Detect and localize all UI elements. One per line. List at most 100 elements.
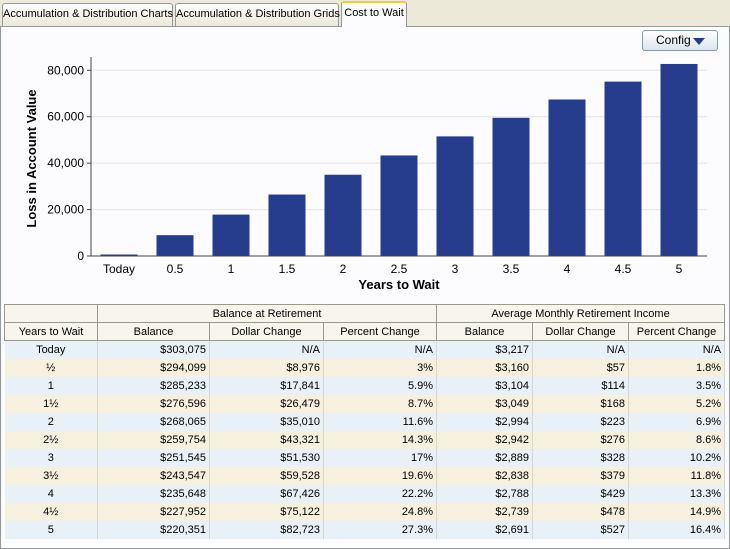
table-row[interactable]: 3½ $243,547 $59,528 19.6% $2,838 $379 11.8% xyxy=(4,466,726,485)
y-tick-label: 80,000 xyxy=(47,63,84,77)
table-cell: 2 xyxy=(4,412,98,431)
tab-cost-to-wait[interactable]: Cost to Wait xyxy=(341,1,407,27)
table-cell: $276 xyxy=(532,430,630,449)
table-cell: $276,596 xyxy=(97,394,210,413)
table-cell: $2,838 xyxy=(436,466,534,485)
table-row[interactable]: 1 $285,233 $17,841 5.9% $3,104 $114 3.5% xyxy=(4,376,726,395)
table-cell: 11.8% xyxy=(628,466,726,485)
table-cell: $285,233 xyxy=(97,376,210,395)
table-body: Today $303,075 N/A N/A $3,217 N/A N/A ½ $294,099… xyxy=(4,340,726,539)
bar xyxy=(212,214,250,256)
table-row[interactable]: 4½ $227,952 $75,122 24.8% $2,739 $478 14.9% xyxy=(4,502,726,521)
table-row[interactable]: 4 $235,648 $67,426 22.2% $2,788 $429 13.3% xyxy=(4,484,726,503)
cost-to-wait-chart: 0 20,000 40,000 60,000 80,000 Today 0.5 1 1.5 2 2.… xyxy=(24,57,707,292)
table-cell: 1.8% xyxy=(628,358,726,377)
table-cell: 22.2% xyxy=(323,484,438,503)
table-cell: 3.5% xyxy=(628,376,726,395)
column-header[interactable]: Percent Change xyxy=(322,322,438,341)
table-cell: N/A xyxy=(323,340,438,359)
bar xyxy=(604,81,642,256)
group-header-monthly-income: Average Monthly Retirement Income xyxy=(436,304,726,323)
group-header-blank xyxy=(4,304,98,323)
table-row[interactable]: Today $303,075 N/A N/A $3,217 N/A N/A xyxy=(4,340,726,359)
table-cell: 16.4% xyxy=(628,520,726,539)
column-header[interactable]: Dollar Change xyxy=(209,322,324,341)
table-cell: $26,479 xyxy=(209,394,324,413)
x-tick-label: 1.5 xyxy=(279,262,296,276)
table-cell: $227,952 xyxy=(97,502,210,521)
table-cell: N/A xyxy=(532,340,630,359)
table-cell: 24.8% xyxy=(323,502,438,521)
table-cell: 14.9% xyxy=(628,502,726,521)
table-cell: $8,976 xyxy=(209,358,324,377)
column-header[interactable]: Balance xyxy=(436,322,534,341)
table-cell: 13.3% xyxy=(628,484,726,503)
bar xyxy=(100,254,138,256)
chevron-down-icon xyxy=(693,38,705,45)
table-cell: $2,788 xyxy=(436,484,534,503)
table-cell: 3 xyxy=(4,448,98,467)
table-cell: $223 xyxy=(532,412,630,431)
x-axis-title: Years to Wait xyxy=(358,277,440,292)
table-cell: N/A xyxy=(209,340,324,359)
y-axis-title: Loss in Account Value xyxy=(24,89,39,227)
table-cell: 19.6% xyxy=(323,466,438,485)
column-header[interactable]: Percent Change xyxy=(628,322,726,341)
column-header[interactable]: Balance xyxy=(97,322,210,341)
x-tick-label: 4.5 xyxy=(615,262,632,276)
table-cell: $51,530 xyxy=(209,448,324,467)
group-header-balance-at-retirement: Balance at Retirement xyxy=(96,304,438,323)
table-cell: 4 xyxy=(4,484,98,503)
table-cell: $303,075 xyxy=(97,340,210,359)
table-cell: $75,122 xyxy=(209,502,324,521)
cost-to-wait-panel: 0 20,000 40,000 60,000 80,000 Today 0.5 1 1.5 2 2.… xyxy=(0,26,730,549)
table-cell: ½ xyxy=(4,358,98,377)
table-cell: $2,889 xyxy=(436,448,534,467)
x-tick-label: 3 xyxy=(452,262,459,276)
x-tick-label: 4 xyxy=(564,262,571,276)
table-row[interactable]: 2 $268,065 $35,010 11.6% $2,994 $223 6.9% xyxy=(4,412,726,431)
tab-bar: Accumulation & Distribution Charts Accum… xyxy=(0,0,730,27)
bar xyxy=(324,174,362,256)
y-tick-label: 20,000 xyxy=(47,203,84,217)
table-cell: 14.3% xyxy=(323,430,438,449)
config-button[interactable]: Config xyxy=(642,30,718,51)
table-cell: $294,099 xyxy=(97,358,210,377)
table-cell: $59,528 xyxy=(209,466,324,485)
table-cell: 2½ xyxy=(4,430,98,449)
table-row[interactable]: 5 $220,351 $82,723 27.3% $2,691 $527 16.4% xyxy=(4,520,726,539)
table-row[interactable]: 2½ $259,754 $43,321 14.3% $2,942 $276 8.6% xyxy=(4,430,726,449)
column-header[interactable]: Dollar Change xyxy=(532,322,630,341)
table-cell: $259,754 xyxy=(97,430,210,449)
table-cell: $379 xyxy=(532,466,630,485)
column-header[interactable]: Years to Wait xyxy=(4,322,98,341)
table-row[interactable]: 1½ $276,596 $26,479 8.7% $3,049 $168 5.2% xyxy=(4,394,726,413)
x-tick-label: 2.5 xyxy=(391,262,408,276)
x-tick-label: Today xyxy=(103,262,135,276)
table-row[interactable]: ½ $294,099 $8,976 3% $3,160 $57 1.8% xyxy=(4,358,726,377)
tab-accumulation-distribution-charts[interactable]: Accumulation & Distribution Charts xyxy=(2,3,173,26)
table-cell: $527 xyxy=(532,520,630,539)
table-cell: $35,010 xyxy=(209,412,324,431)
bar xyxy=(660,63,698,257)
table-cell: 5 xyxy=(4,520,98,539)
bar xyxy=(492,117,530,256)
bar xyxy=(268,194,306,256)
config-label: Config xyxy=(656,33,691,47)
table-cell: 1½ xyxy=(4,394,98,413)
table-cell: $328 xyxy=(532,448,630,467)
table-row[interactable]: 3 $251,545 $51,530 17% $2,889 $328 10.2% xyxy=(4,448,726,467)
bar xyxy=(436,136,474,256)
table-cell: 1 xyxy=(4,376,98,395)
y-tick-label: 60,000 xyxy=(47,110,84,124)
table-cell: N/A xyxy=(628,340,726,359)
tab-accumulation-distribution-grids[interactable]: Accumulation & Distribution Grids xyxy=(175,3,340,26)
table-cell: $2,739 xyxy=(436,502,534,521)
table-cell: $3,049 xyxy=(436,394,534,413)
x-tick-label: 1 xyxy=(228,262,235,276)
x-tick-label: 3.5 xyxy=(503,262,520,276)
table-cell: 27.3% xyxy=(323,520,438,539)
x-tick-label: 0.5 xyxy=(167,262,184,276)
table-cell: 4½ xyxy=(4,502,98,521)
table-cell: $67,426 xyxy=(209,484,324,503)
